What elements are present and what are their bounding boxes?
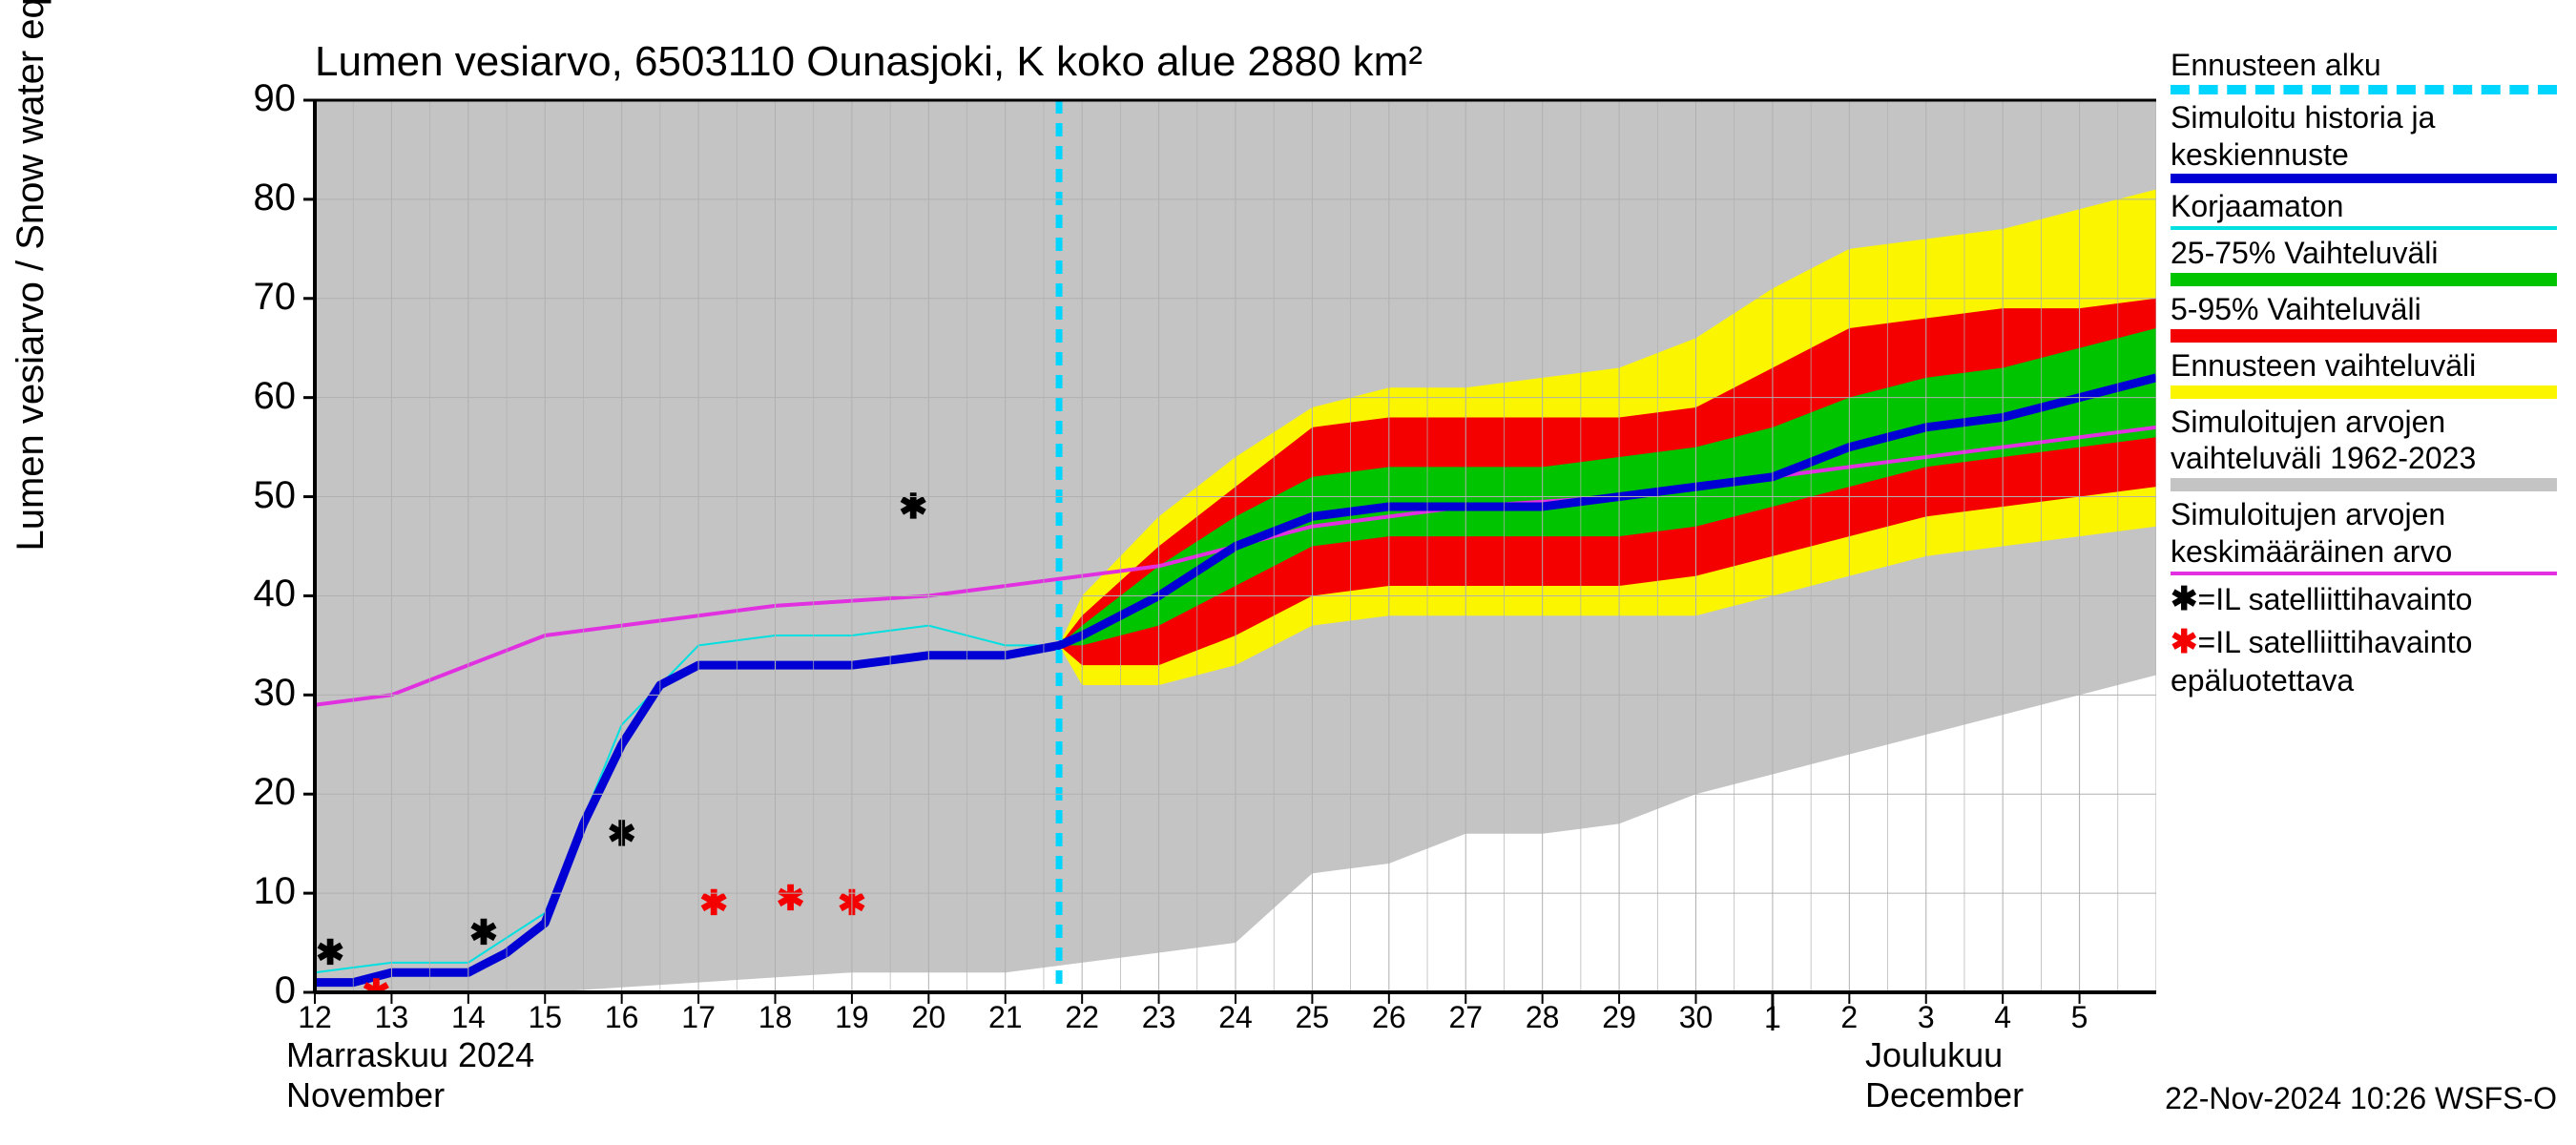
svg-text:✱: ✱ (316, 932, 344, 971)
y-tick: 0 (219, 969, 296, 1012)
y-tick: 90 (219, 77, 296, 120)
legend-swatch (2171, 385, 2557, 399)
legend-label: keskiennuste (2171, 137, 2562, 173)
x-tick: 19 (833, 1000, 871, 1035)
legend: Ennusteen alkuSimuloitu historia jakeski… (2171, 48, 2562, 704)
legend-swatch (2171, 572, 2557, 575)
legend-swatch (2171, 85, 2557, 94)
legend-label: =IL satelliittihavainto (2198, 625, 2473, 659)
legend-swatch (2171, 226, 2557, 230)
y-tick: 30 (219, 672, 296, 715)
legend-swatch (2171, 329, 2557, 343)
legend-item: 5-95% Vaihteluväli (2171, 292, 2562, 343)
x-tick: 3 (1907, 1000, 1945, 1035)
legend-item: Simuloitujen arvojenkeskimääräinen arvo (2171, 497, 2562, 575)
y-tick: 60 (219, 375, 296, 418)
legend-swatch (2171, 174, 2557, 183)
x-tick: 21 (987, 1000, 1025, 1035)
x-tick: 4 (1984, 1000, 2022, 1035)
legend-label: 5-95% Vaihteluväli (2171, 292, 2562, 327)
y-tick: 70 (219, 276, 296, 319)
legend-label: 25-75% Vaihteluväli (2171, 236, 2562, 271)
x-month2-fi: Joulukuu (1865, 1035, 2003, 1075)
legend-item: Simuloitu historia jakeskiennuste (2171, 100, 2562, 184)
x-tick: 22 (1063, 1000, 1101, 1035)
legend-label: Simuloitu historia ja (2171, 100, 2562, 135)
legend-item: Simuloitujen arvojenvaihteluväli 1962-20… (2171, 405, 2562, 492)
legend-item: Ennusteen vaihteluväli (2171, 348, 2562, 399)
x-tick: 12 (296, 1000, 334, 1035)
x-tick: 20 (909, 1000, 947, 1035)
legend-marker-icon: ✱ (2171, 624, 2198, 660)
y-tick: 40 (219, 572, 296, 615)
legend-label: Ennusteen alku (2171, 48, 2562, 83)
svg-text:✱: ✱ (776, 878, 804, 917)
x-tick: 15 (526, 1000, 564, 1035)
x-tick: 18 (757, 1000, 795, 1035)
svg-text:✱: ✱ (899, 487, 927, 526)
chart-page: Lumen vesiarvo, 6503110 Ounasjoki, K kok… (0, 0, 2576, 1145)
legend-label: Simuloitujen arvojen (2171, 497, 2562, 532)
x-tick: 29 (1600, 1000, 1638, 1035)
legend-label: epäluotettava (2171, 663, 2562, 698)
x-tick: 23 (1140, 1000, 1178, 1035)
legend-swatch (2171, 273, 2557, 286)
legend-label: =IL satelliittihavainto (2198, 582, 2473, 616)
x-month1-fi: Marraskuu 2024 (286, 1035, 534, 1075)
legend-label: Simuloitujen arvojen (2171, 405, 2562, 440)
x-tick: 24 (1216, 1000, 1255, 1035)
legend-label: vaihteluväli 1962-2023 (2171, 441, 2562, 476)
x-tick: 5 (2061, 1000, 2099, 1035)
legend-item: ✱=IL satelliittihavainto (2171, 581, 2562, 618)
legend-label: keskimääräinen arvo (2171, 534, 2562, 570)
legend-label: Korjaamaton (2171, 189, 2562, 224)
legend-swatch (2171, 478, 2557, 491)
x-tick: 2 (1830, 1000, 1868, 1035)
x-tick: 28 (1524, 1000, 1562, 1035)
svg-text:✱: ✱ (469, 913, 498, 952)
x-tick: 13 (372, 1000, 410, 1035)
x-tick: 30 (1677, 1000, 1715, 1035)
legend-item: 25-75% Vaihteluväli (2171, 236, 2562, 286)
x-month2-en: December (1865, 1075, 2024, 1115)
x-month1-en: November (286, 1075, 445, 1115)
legend-label: Ennusteen vaihteluväli (2171, 348, 2562, 384)
legend-item: Korjaamaton (2171, 189, 2562, 230)
y-tick: 80 (219, 177, 296, 219)
legend-item: Ennusteen alku (2171, 48, 2562, 94)
x-tick: 17 (679, 1000, 717, 1035)
svg-text:✱: ✱ (699, 884, 728, 923)
x-tick: 16 (603, 1000, 641, 1035)
timestamp: 22-Nov-2024 10:26 WSFS-O (2165, 1081, 2557, 1116)
x-tick: 1 (1754, 1000, 1792, 1035)
y-tick: 50 (219, 474, 296, 517)
legend-marker-icon: ✱ (2171, 581, 2198, 617)
x-tick: 27 (1446, 1000, 1485, 1035)
x-tick: 14 (449, 1000, 488, 1035)
x-tick: 26 (1370, 1000, 1408, 1035)
legend-item: ✱=IL satelliittihavainto epäluotettava (2171, 624, 2562, 698)
y-tick: 20 (219, 771, 296, 814)
x-tick: 25 (1293, 1000, 1331, 1035)
y-tick: 10 (219, 870, 296, 913)
